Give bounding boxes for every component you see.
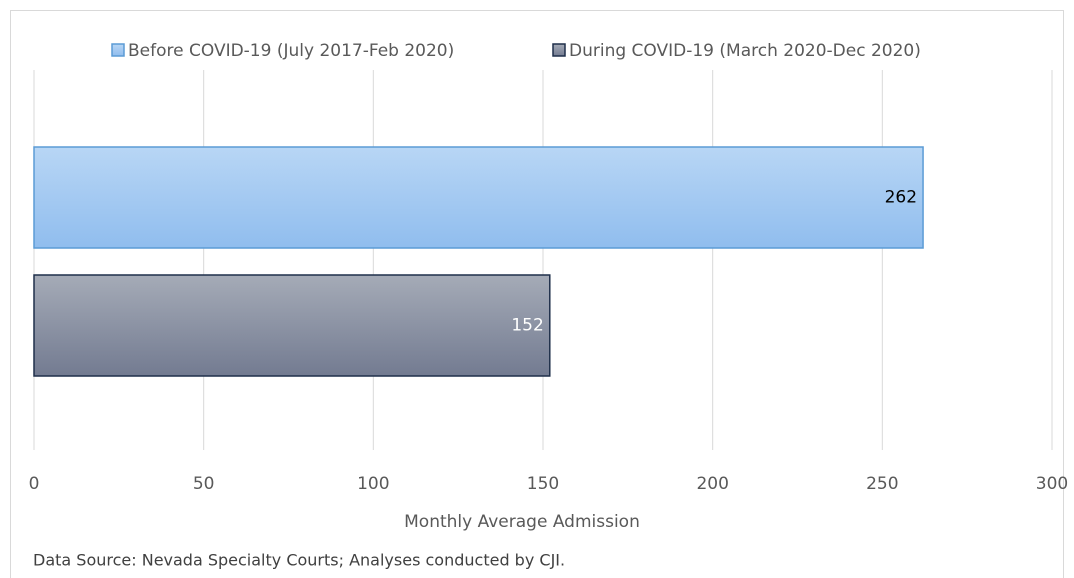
bar [33,146,924,249]
x-axis-label: Monthly Average Admission [404,512,640,532]
x-tick-label: 200 [696,474,728,494]
chart-border [10,10,1064,578]
x-tick-label: 0 [29,474,40,494]
x-tick-label: 100 [357,474,389,494]
bar [33,274,551,377]
data-label: 262 [885,188,917,208]
legend-label: Before COVID-19 (July 2017-Feb 2020) [128,41,454,61]
x-tick-label: 150 [527,474,559,494]
x-tick-label: 50 [193,474,215,494]
x-tick-label: 300 [1036,474,1068,494]
legend-label: During COVID-19 (March 2020-Dec 2020) [569,41,921,61]
legend-swatch [111,43,125,57]
x-tick-label: 250 [866,474,898,494]
legend-swatch [552,43,566,57]
source-note: Data Source: Nevada Specialty Courts; An… [33,551,565,570]
data-label: 152 [511,316,543,336]
